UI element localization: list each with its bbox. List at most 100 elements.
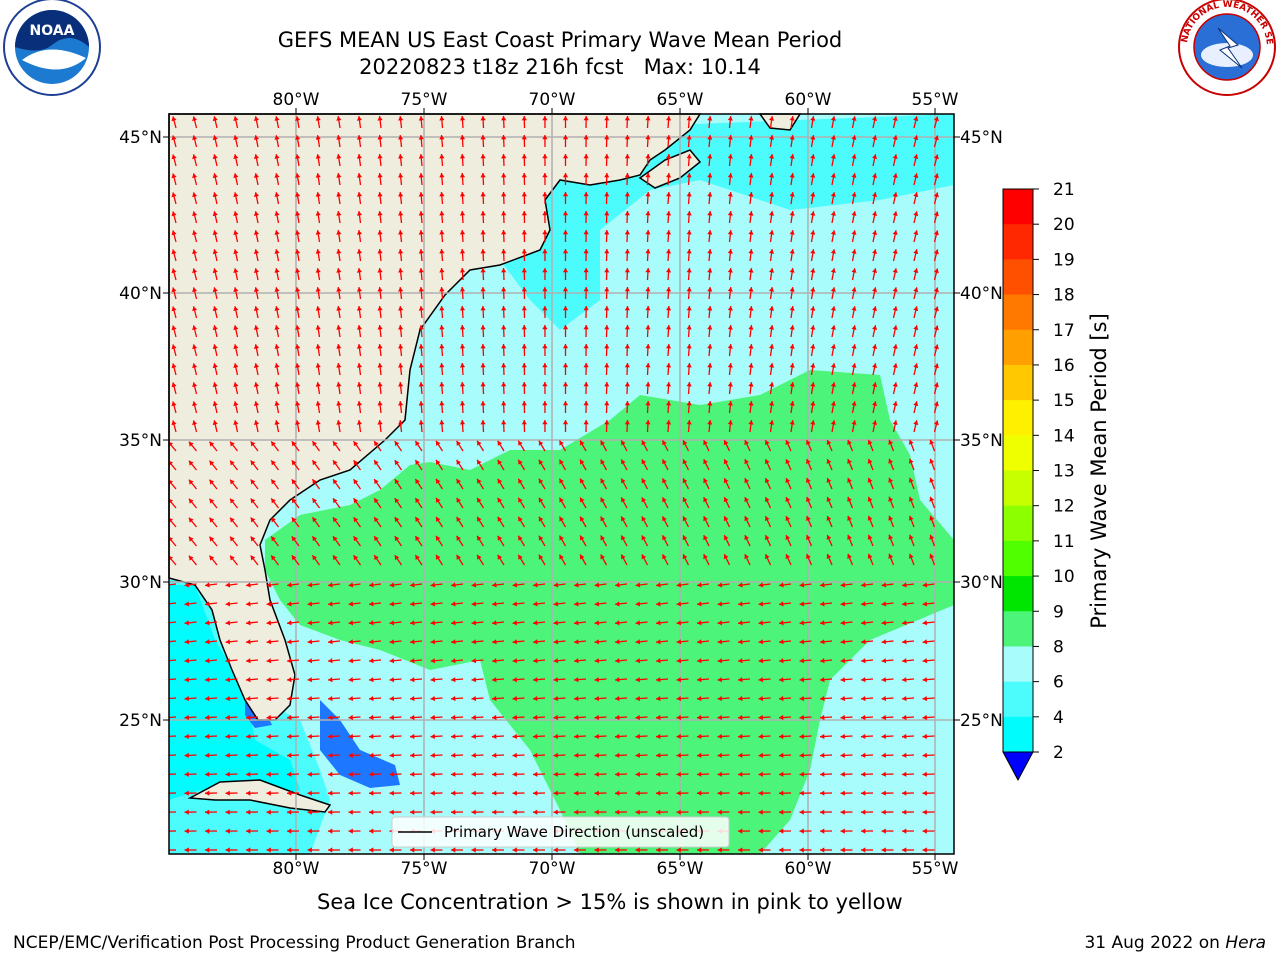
wave-arrow-head [212,268,218,274]
wave-arrow-head [492,658,497,664]
wave-arrow-head [209,517,215,523]
wave-arrow-head [348,809,353,815]
wave-arrow-head [492,639,497,645]
wave-arrow-head [662,535,667,541]
wave-arrow [169,659,177,662]
colorbar-tick-label: 8 [1053,637,1064,657]
wave-arrow-head [635,847,640,853]
wave-arrow-head [872,306,878,311]
wave-arrow-head [291,441,297,447]
wave-arrow-head [902,696,907,702]
wave-arrow-head [594,733,599,739]
wave-arrow-head [169,537,173,542]
wave-arrow-head [501,363,507,368]
wave-arrow-head [574,790,579,796]
wave-arrow-head [533,639,538,645]
wave-arrow-head [377,363,383,368]
wave-arrow-head [682,516,688,522]
wave-arrow-head [717,771,722,777]
wave-arrow-head [662,497,667,503]
wave-arrow-head [645,173,651,178]
wave-arrow-head [892,135,898,140]
wave-arrow-head [184,658,190,664]
wave-arrow-head [806,516,811,521]
wave-arrow-head [717,601,723,607]
wave-arrow-head [377,192,383,197]
wave-arrow-head [336,230,342,235]
wave-arrow-head [274,249,280,254]
wave-arrow-head [336,344,342,349]
wave-arrow-head [867,553,873,559]
wave-arrow-head [377,116,383,121]
wave-arrow-head [580,459,585,465]
wave-arrow-head [501,287,507,292]
wave-arrow-head [533,733,538,739]
wave-arrow-head [169,518,173,523]
wave-arrow-head [744,497,749,503]
wave-arrow-head [377,173,383,178]
wave-arrow-head [274,135,280,140]
wave-arrow-head [274,363,280,368]
wave-arrow-head [861,639,866,645]
wave-arrow-head [559,478,564,484]
wave-arrow-head [521,173,527,178]
wave-arrow-head [748,135,754,140]
wave-arrow-head [580,440,585,446]
wave-arrow-head [253,211,259,216]
wave-arrow-head [250,536,256,542]
wave-arrow-head [336,363,342,368]
wave-arrow-head [164,734,168,739]
wave-arrow-head [501,211,507,216]
wave-arrow-head [758,733,763,739]
wave-arrow-head [266,714,271,721]
wave-arrow-head [171,287,177,293]
wave-arrow-head [779,771,784,777]
wave-arrow-head [604,154,610,159]
lon-tick-bottom: 70°W [529,859,576,879]
wave-arrow-head [769,173,775,178]
wave-arrow-head [769,211,775,216]
wave-arrow-head [188,555,194,561]
wave-arrow-head [738,582,743,588]
wave-arrow-head [908,515,914,521]
credit-text: NCEP/EMC/Verification Post Processing Pr… [13,933,576,953]
wave-arrow-head [913,116,919,122]
wave-arrow-head [230,536,235,542]
wave-arrow-head [164,847,168,852]
wave-arrow-head [826,516,832,521]
wave-arrow-head [933,135,939,141]
wave-arrow-head [353,460,359,466]
wave-arrow-head [512,658,518,664]
wave-arrow-head [266,752,271,758]
wave-arrow [169,735,177,738]
wave-arrow-head [477,478,482,484]
wave-arrow-head [266,790,271,796]
wave-arrow-head [205,677,210,683]
wave-arrow-head [666,325,672,330]
wave-arrow-head [727,230,733,235]
wave-arrow-head [164,658,169,663]
wave-arrow-head [512,771,517,777]
wave-arrow-head [758,696,763,702]
wave-arrow-head [881,696,886,702]
wave-arrow-head [266,601,272,607]
wave-arrow-head [374,498,379,504]
wave-arrow-head [246,620,251,626]
lat-tick-left: 30°N [119,573,162,593]
wave-arrow-head [913,211,919,217]
wave-arrow-head [624,420,630,425]
wave-arrow-head [164,696,169,701]
wave-arrow-head [287,601,292,607]
wave-arrow-head [888,534,894,540]
wave-arrow-head [789,230,795,235]
wave-arrow-head [356,306,362,311]
wave-arrow-head [328,752,333,758]
wave-arrow-head [521,382,527,387]
wave-arrow-head [287,677,292,683]
wave-arrow-head [851,382,857,387]
wave-arrow-head [738,771,743,777]
wave-arrow-head [799,639,805,645]
wave-arrow-head [615,752,620,758]
wave-arrow-head [233,154,239,159]
wave-arrow-head [562,306,569,311]
